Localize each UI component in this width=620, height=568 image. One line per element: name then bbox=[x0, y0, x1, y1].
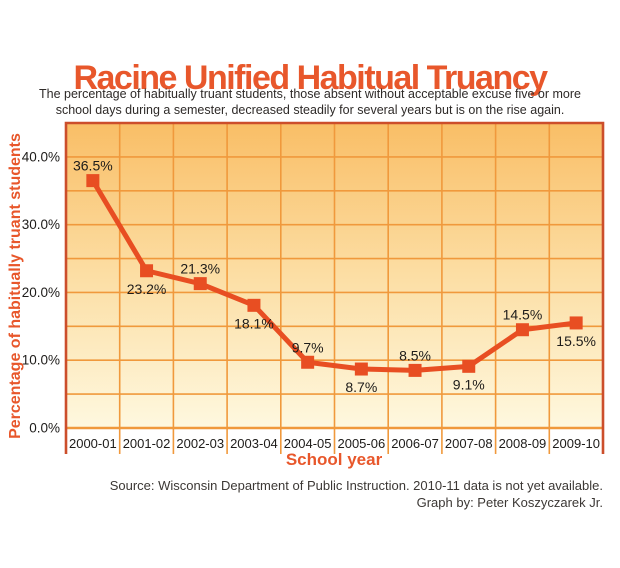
credit-line: Graph by: Peter Koszyczarek Jr. bbox=[416, 495, 603, 510]
y-tick-label: 10.0% bbox=[22, 353, 60, 368]
data-point-marker bbox=[301, 355, 315, 369]
y-tick-label: 30.0% bbox=[22, 217, 60, 232]
x-category-label: 2001-02 bbox=[123, 436, 171, 451]
y-tick-label: 20.0% bbox=[22, 285, 60, 300]
x-category-label: 2000-01 bbox=[69, 436, 117, 451]
data-point-marker bbox=[354, 362, 368, 376]
x-category-label: 2003-04 bbox=[230, 436, 278, 451]
source-block: Source: Wisconsin Department of Public I… bbox=[110, 477, 603, 511]
y-tick-label: 0.0% bbox=[29, 421, 60, 436]
data-point-label: 21.3% bbox=[180, 261, 220, 277]
x-axis-title: School year bbox=[285, 450, 383, 469]
data-point-label: 8.7% bbox=[345, 379, 377, 395]
chart-title: Racine Unified Habitual Truancy bbox=[73, 58, 548, 97]
y-tick-label: 40.0% bbox=[22, 149, 60, 164]
data-point-label: 9.1% bbox=[453, 376, 485, 392]
y-axis-title: Percentage of habitually truant students bbox=[7, 133, 24, 439]
x-category-label: 2002-03 bbox=[176, 436, 224, 451]
x-category-label: 2004-05 bbox=[284, 436, 332, 451]
chart-subtitle-line2: school days during a semester, decreased… bbox=[55, 103, 565, 117]
data-point-marker bbox=[569, 316, 583, 330]
data-line bbox=[90, 179, 577, 373]
data-point-label: 14.5% bbox=[503, 307, 543, 323]
data-point-label: 8.5% bbox=[399, 347, 431, 363]
data-point-marker bbox=[86, 174, 100, 188]
x-category-label: 2005-06 bbox=[337, 436, 385, 451]
x-category-label: 2007-08 bbox=[445, 436, 493, 451]
source-line: Source: Wisconsin Department of Public I… bbox=[109, 478, 603, 493]
x-category-label: 2009-10 bbox=[552, 436, 600, 451]
data-point-label: 36.5% bbox=[73, 158, 113, 174]
data-point-label: 9.7% bbox=[292, 339, 324, 355]
data-point-marker bbox=[140, 264, 154, 278]
data-point-label: 18.1% bbox=[234, 315, 274, 331]
data-point-marker bbox=[515, 323, 529, 337]
x-category-label: 2008-09 bbox=[499, 436, 547, 451]
data-point-marker bbox=[408, 363, 422, 377]
chart-subtitle-line1: The percentage of habitually truant stud… bbox=[39, 87, 581, 101]
data-point-label: 23.2% bbox=[127, 281, 167, 297]
x-category-label: 2006-07 bbox=[391, 436, 439, 451]
data-point-marker bbox=[247, 298, 261, 312]
data-point-marker bbox=[462, 359, 476, 373]
data-point-label: 15.5% bbox=[556, 333, 596, 349]
plot-border bbox=[64, 121, 605, 454]
chart-subtitle: The percentage of habitually truant stud… bbox=[0, 86, 620, 118]
data-point-marker bbox=[193, 277, 207, 291]
